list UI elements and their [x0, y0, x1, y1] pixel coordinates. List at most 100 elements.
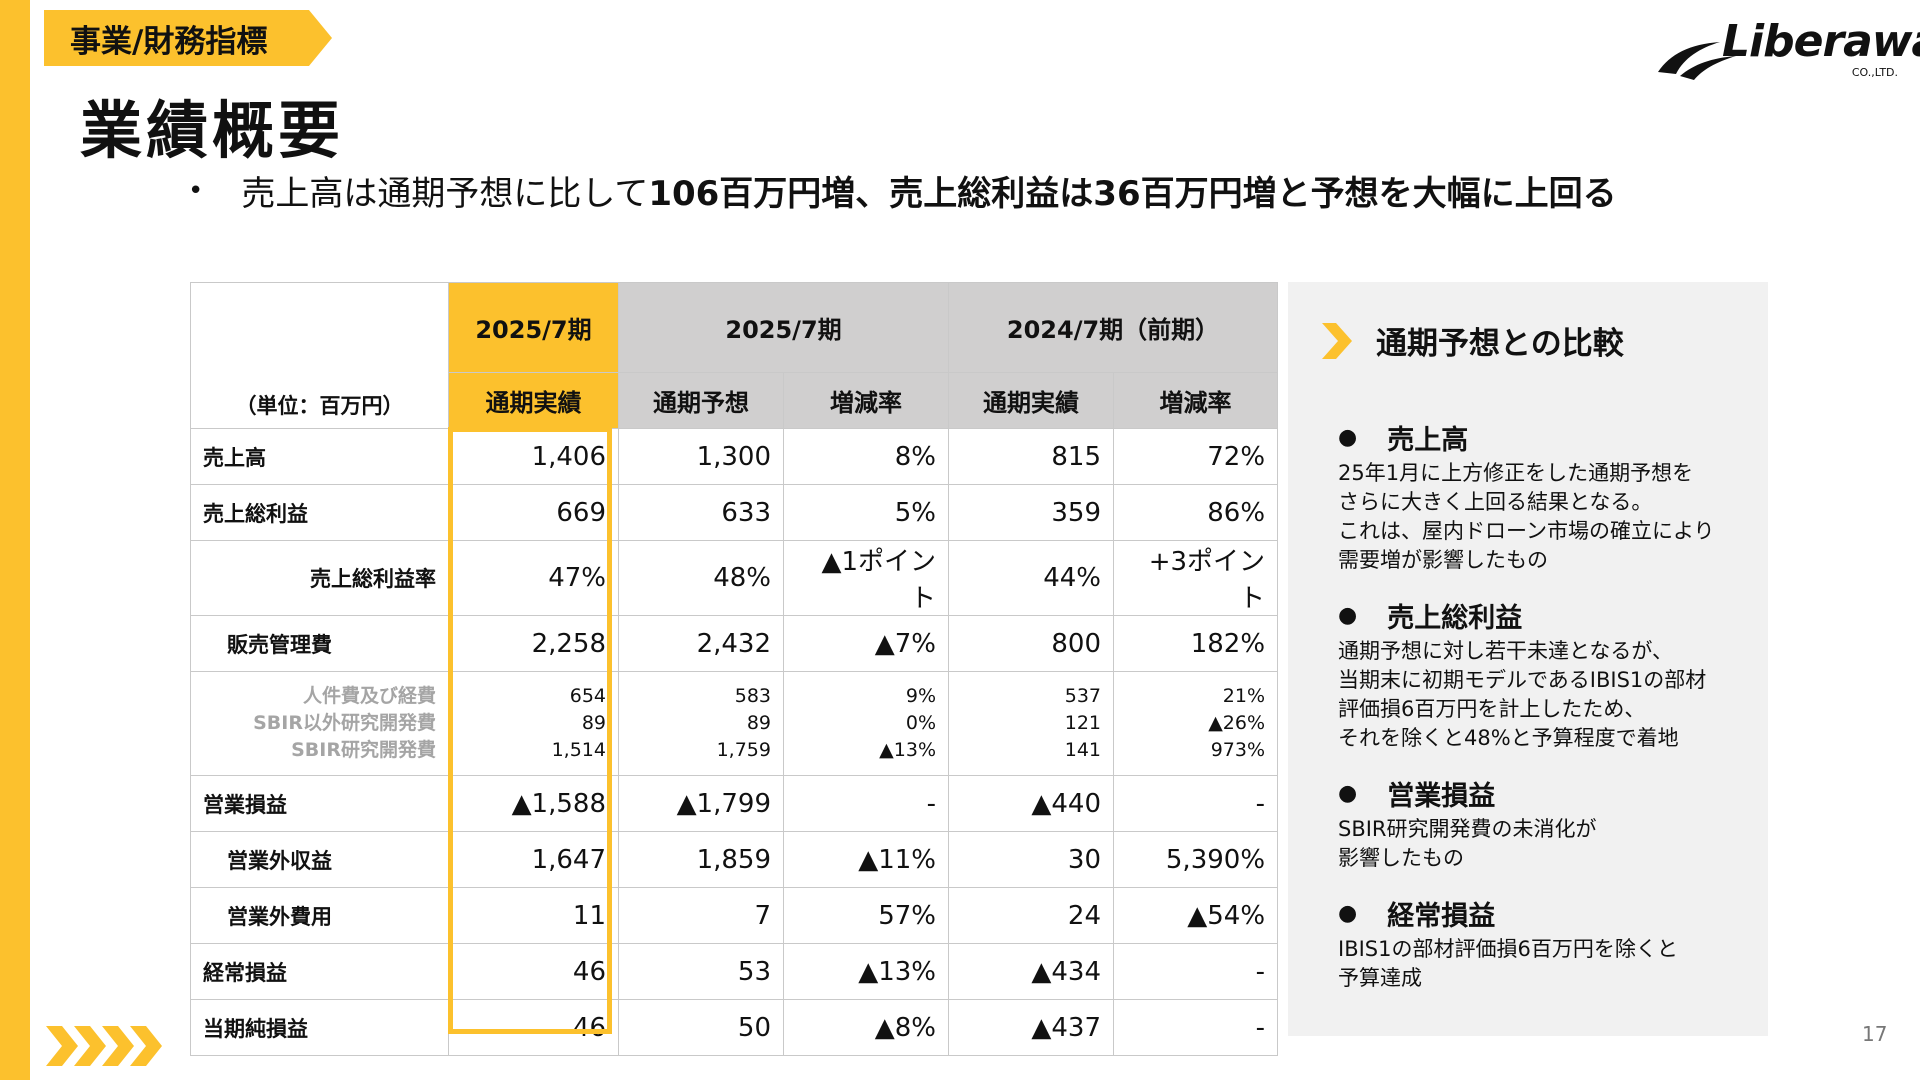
panel-item-body: IBIS1の部材評価損6百万円を除くと 予算達成 — [1338, 935, 1678, 993]
body-line: SBIR研究開発費の未消化が — [1338, 817, 1597, 841]
table-row: 営業外収益 1,647 1,859 ▲11% 30 5,390% — [190, 831, 1279, 888]
cell: 815 — [948, 428, 1115, 485]
comparison-panel: 通期予想との比較 ● 売上高 25年1月に上方修正をした通期予想を さらに大きく上… — [1288, 282, 1768, 1036]
cell: - — [782, 775, 950, 832]
cell: 50 — [618, 999, 784, 1056]
table-row-breakdown: 人件費及び経費 SBIR以外研究開発費 SBIR研究開発費 654 89 1,5… — [190, 671, 1279, 776]
table-row: 売上総利益 669 633 5% 359 86% — [190, 484, 1279, 541]
table-group-header-row: （単位：百万円） 2025/7期 2025/7期 2024/7期（前期） — [190, 282, 1279, 429]
logo-swoosh-icon — [1658, 42, 1736, 80]
cell: ▲437 — [948, 999, 1115, 1056]
summary-text-bold: 106百万円増、売上総利益は36百万円増と予想を大幅に上回る — [648, 174, 1617, 214]
cell: +3ポイント — [1113, 540, 1279, 616]
cell: ▲434 — [948, 943, 1115, 1000]
bullet-icon: ● — [1338, 425, 1358, 450]
cell: 633 — [618, 484, 784, 541]
table-row: 経常損益 46 53 ▲13% ▲434 - — [190, 943, 1279, 1000]
cell: ▲1ポイント — [782, 540, 950, 616]
table-row: 売上高 1,406 1,300 8% 815 72% — [190, 428, 1279, 485]
cell: - — [1113, 943, 1279, 1000]
section-tag: 事業/財務指標 — [44, 10, 332, 66]
row-label: 売上総利益率 — [190, 540, 449, 616]
section-tag-label: 事業/財務指標 — [70, 23, 268, 60]
cell: ▲7% — [782, 615, 950, 672]
row-label: 営業外費用 — [190, 887, 449, 944]
breakdown-labels: 人件費及び経費 SBIR以外研究開発費 SBIR研究開発費 — [190, 671, 449, 776]
cell-line: ▲26% — [1208, 712, 1266, 734]
panel-item-title: 営業損益 — [1387, 781, 1496, 812]
table-row: 販売管理費 2,258 2,432 ▲7% 800 182% — [190, 615, 1279, 672]
body-line: IBIS1の部材評価損6百万円を除くと — [1338, 937, 1678, 961]
sub-header: 通期実績 — [448, 372, 619, 429]
row-label: 当期純損益 — [190, 999, 449, 1056]
cell: 1,859 — [618, 831, 784, 888]
sub-header: 増減率 — [782, 372, 950, 429]
logo-wordmark: Liberaware — [1722, 16, 1920, 67]
table-row: 営業損益 ▲1,588 ▲1,799 - ▲440 - — [190, 775, 1279, 832]
panel-item: ● 経常損益 IBIS1の部材評価損6百万円を除くと 予算達成 — [1338, 894, 1678, 993]
cell: 1,406 — [448, 428, 619, 485]
cell: 537 121 141 — [948, 671, 1115, 776]
sub-header: 通期実績 — [948, 372, 1115, 429]
cell: ▲1,588 — [448, 775, 619, 832]
cell: 7 — [618, 887, 784, 944]
cell: ▲11% — [782, 831, 950, 888]
body-line: 予算達成 — [1338, 966, 1422, 990]
cell: ▲54% — [1113, 887, 1279, 944]
cell: 669 — [448, 484, 619, 541]
panel-item: ● 売上高 25年1月に上方修正をした通期予想を さらに大きく上回る結果となる。 … — [1338, 418, 1715, 575]
cell-line: 1,514 — [551, 739, 606, 761]
cell-line: 89 — [581, 712, 606, 734]
cell-line: 973% — [1210, 739, 1266, 761]
cell: 8% — [782, 428, 950, 485]
cell: 1,300 — [618, 428, 784, 485]
cell: ▲440 — [948, 775, 1115, 832]
cell: 72% — [1113, 428, 1279, 485]
cell-line: 583 — [734, 685, 771, 707]
cell: ▲1,799 — [618, 775, 784, 832]
row-label: 営業損益 — [190, 775, 449, 832]
unit-label: （単位：百万円） — [190, 282, 449, 429]
cell: 48% — [618, 540, 784, 616]
cell: 5,390% — [1113, 831, 1279, 888]
panel-title: 通期予想との比較 — [1376, 326, 1624, 362]
panel-item-body: 25年1月に上方修正をした通期予想を さらに大きく上回る結果となる。 これは、屋… — [1338, 459, 1715, 575]
cell: - — [1113, 775, 1279, 832]
table-row: 売上総利益率 47% 48% ▲1ポイント 44% +3ポイント — [190, 540, 1279, 616]
breakdown-label: SBIR以外研究開発費 — [253, 712, 436, 734]
cell-line: 21% — [1222, 685, 1266, 707]
panel-item: ● 営業損益 SBIR研究開発費の未消化が 影響したもの — [1338, 774, 1597, 873]
body-line: 当期末に初期モデルであるIBIS1の部材 — [1338, 668, 1707, 692]
cell: 800 — [948, 615, 1115, 672]
cell-line: 141 — [1064, 739, 1102, 761]
cell: 182% — [1113, 615, 1279, 672]
cell-line: 537 — [1064, 685, 1102, 707]
cell: 86% — [1113, 484, 1279, 541]
body-line: 25年1月に上方修正をした通期予想を — [1338, 461, 1694, 485]
row-label: 営業外収益 — [190, 831, 449, 888]
cell: 583 89 1,759 — [618, 671, 784, 776]
cell: 46 — [448, 999, 619, 1056]
table-row: 当期純損益 46 50 ▲8% ▲437 - — [190, 999, 1279, 1056]
company-logo: Liberaware CO.,LTD. — [1650, 14, 1920, 84]
cell: 44% — [948, 540, 1115, 616]
cell: - — [1113, 999, 1279, 1056]
cell: 47% — [448, 540, 619, 616]
body-line: 影響したもの — [1338, 846, 1464, 870]
row-label: 経常損益 — [190, 943, 449, 1000]
body-line: それを除くと48%と予算程度で着地 — [1338, 726, 1679, 750]
panel-item-title: 売上総利益 — [1387, 603, 1523, 634]
cell-line: 9% — [905, 685, 937, 707]
cell: 24 — [948, 887, 1115, 944]
results-table: （単位：百万円） 2025/7期 2025/7期 2024/7期（前期） 通期実… — [190, 282, 1279, 1056]
cell: 9% 0% ▲13% — [782, 671, 950, 776]
row-label: 売上高 — [190, 428, 449, 485]
group-header-prior-year: 2024/7期（前期） — [948, 282, 1279, 373]
panel-item-title: 経常損益 — [1387, 901, 1496, 932]
cell: 1,647 — [448, 831, 619, 888]
cell: 654 89 1,514 — [448, 671, 619, 776]
bullet-icon: ● — [1338, 603, 1358, 628]
group-header-forecast: 2025/7期 — [617, 282, 950, 373]
page-number: 17 — [1862, 1022, 1888, 1046]
panel-item: ● 売上総利益 通期予想に対し若干未達となるが、 当期末に初期モデルであるIBIS… — [1338, 596, 1706, 753]
